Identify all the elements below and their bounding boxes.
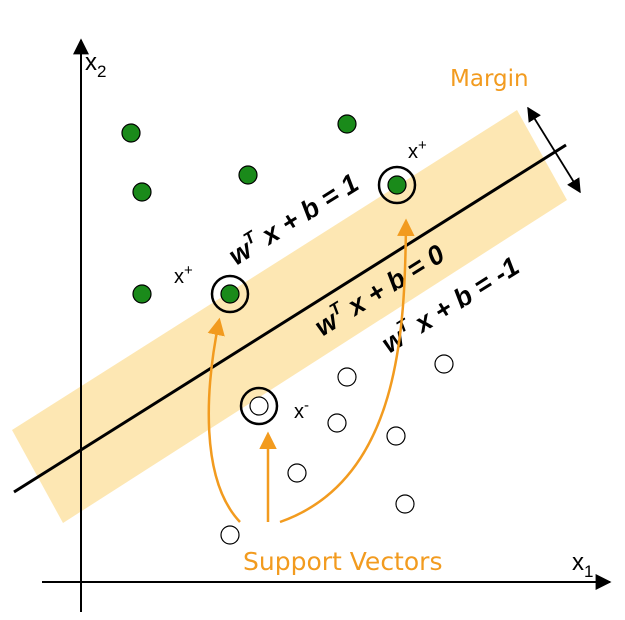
support-vector-ring <box>239 386 279 426</box>
negative-point <box>220 525 240 545</box>
positive-support-vector-point <box>220 284 240 304</box>
negative-point <box>434 354 454 374</box>
support-vector-rings <box>210 165 417 426</box>
xplus-left-label: x+ <box>174 262 193 288</box>
positive-support-vector-point <box>387 175 407 195</box>
support-vector-arrow-right <box>279 218 415 524</box>
support-vector-arrow-left <box>207 317 241 523</box>
negative-point <box>337 367 357 387</box>
margin-band <box>12 110 567 523</box>
negative-point <box>287 463 307 483</box>
y-axis-label: x2 <box>85 49 106 81</box>
margin-width-arrow <box>527 106 581 194</box>
x-axis-label: x1 <box>572 549 593 581</box>
support-vectors-label: Support Vectors <box>243 547 442 576</box>
positive-point <box>337 114 357 134</box>
negative-point <box>327 413 347 433</box>
negative-point <box>395 494 415 514</box>
support-vector-ring <box>210 274 250 314</box>
margin-label: Margin <box>450 66 529 92</box>
negative-point <box>386 426 406 446</box>
negative-support-vector-point <box>249 396 269 416</box>
decision-boundary-line <box>13 143 567 494</box>
negative-points <box>220 354 454 545</box>
support-vector-arrows <box>207 218 415 524</box>
xplus-top-label: x+ <box>408 137 427 163</box>
positive-point <box>238 165 258 185</box>
positive-point <box>132 284 152 304</box>
positive-point <box>121 123 141 143</box>
positive-point <box>132 182 152 202</box>
support-vector-ring <box>377 165 417 205</box>
positive-points <box>121 114 407 304</box>
xminus-label: x- <box>294 397 309 423</box>
